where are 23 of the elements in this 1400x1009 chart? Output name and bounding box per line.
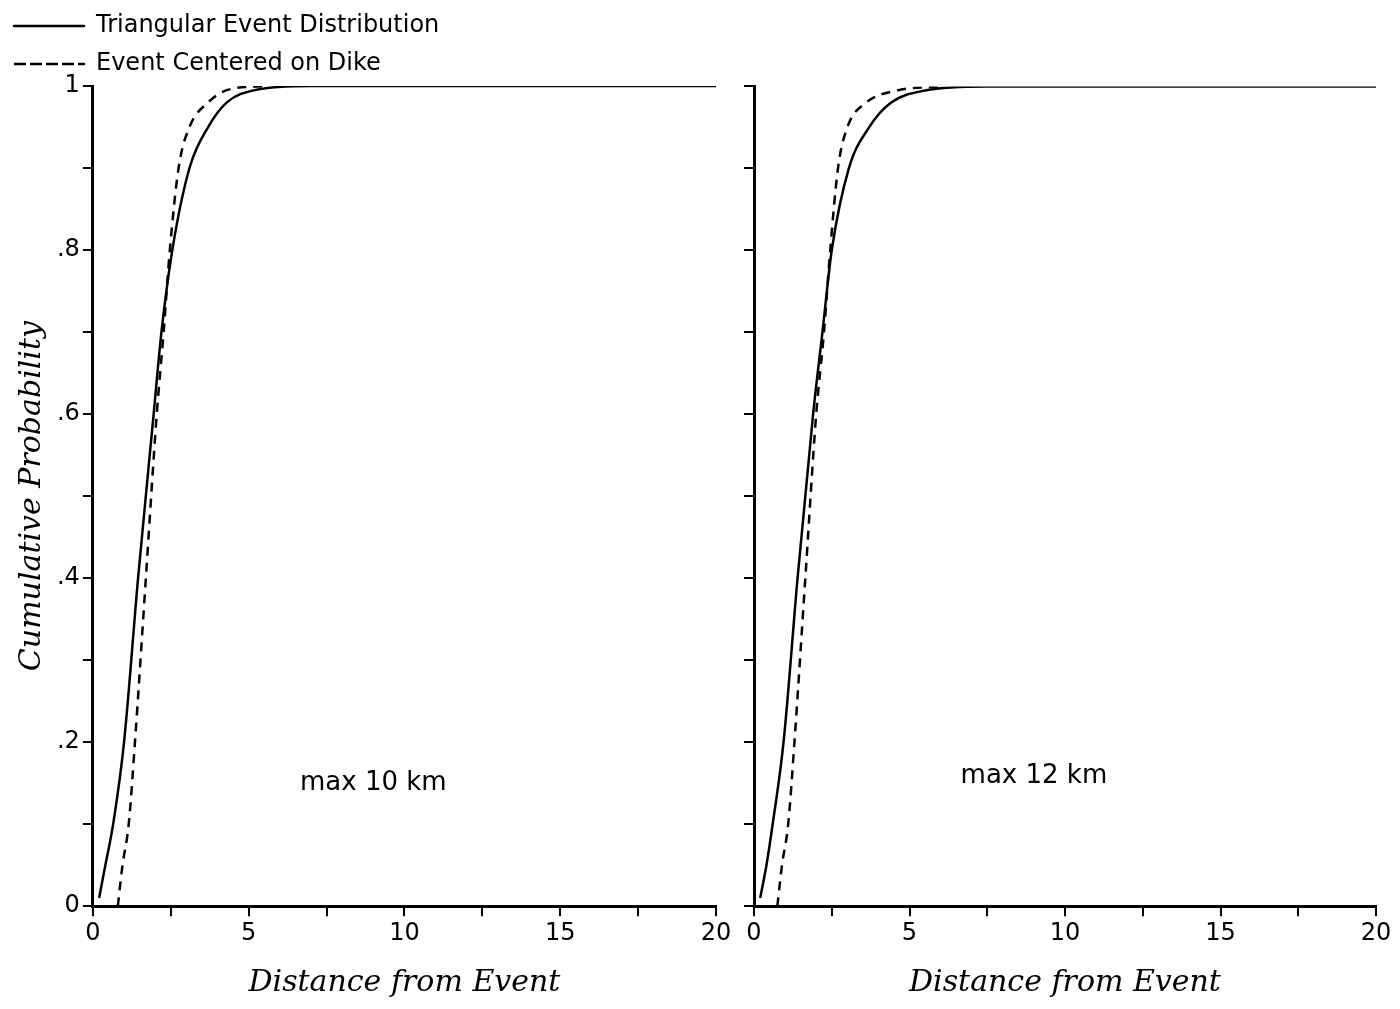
y-tick-label: .8: [56, 234, 80, 263]
x-tick-label: 10: [1049, 917, 1081, 946]
y-axis-title: Cumulative Probability: [11, 320, 47, 672]
x-tick-label: 5: [901, 917, 918, 946]
x-axis-title: Distance from Event: [908, 962, 1222, 998]
y-tick-label: 1: [64, 70, 80, 99]
annotation: max 12 km: [960, 759, 1108, 790]
x-tick-label: 20: [700, 917, 732, 946]
x-tick-label: 5: [241, 917, 257, 946]
annotation: max 10 km: [299, 765, 447, 796]
x-tick-label: 10: [389, 917, 420, 946]
y-tick-label: .2: [56, 726, 80, 755]
x-tick-label: 15: [1205, 917, 1236, 946]
x-axis-title: Distance from Event: [247, 962, 562, 998]
y-tick-label: .4: [56, 562, 80, 591]
x-tick-label: 0: [85, 917, 101, 946]
x-tick-label: 15: [544, 917, 576, 946]
legend-label: Event Centered on Dike: [96, 48, 381, 77]
y-tick-label: 0: [64, 890, 80, 919]
x-tick-label: 0: [746, 917, 762, 946]
legend-label: Triangular Event Distribution: [95, 10, 440, 39]
x-tick-label: 20: [1360, 917, 1392, 946]
y-tick-label: .6: [56, 398, 80, 427]
